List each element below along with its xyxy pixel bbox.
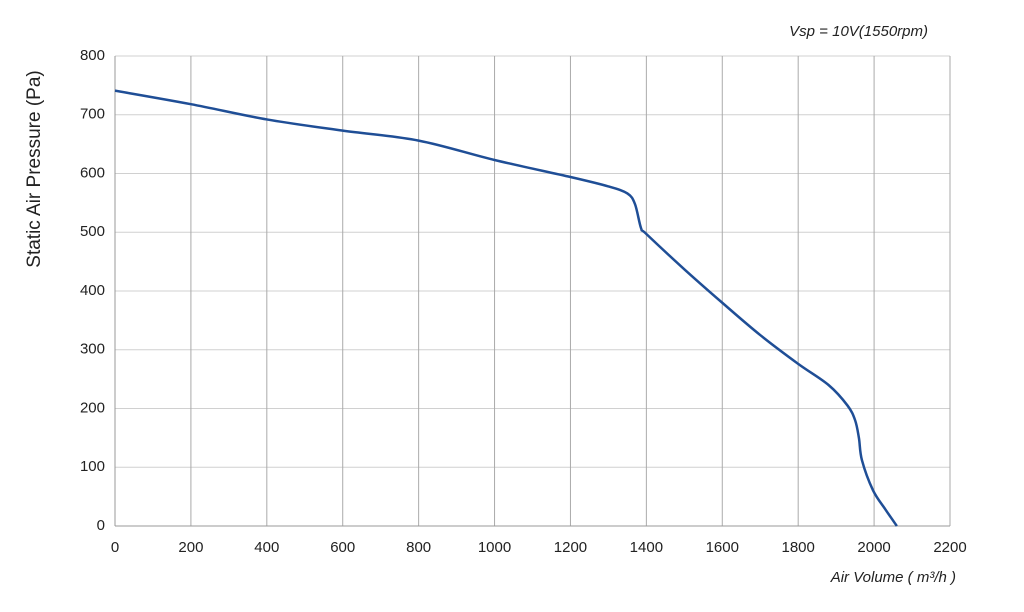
y-axis-label: Static Air Pressure (Pa) xyxy=(24,70,45,267)
annotation: Vsp = 10V(1550rpm) xyxy=(789,23,928,40)
y-tick-label: 800 xyxy=(80,47,105,64)
x-tick-label: 1600 xyxy=(706,539,739,556)
y-tick-label: 200 xyxy=(80,399,105,416)
x-tick-label: 2200 xyxy=(933,539,966,556)
curve xyxy=(114,89,898,527)
x-tick-label: 1800 xyxy=(781,539,814,556)
x-tick-label: 0 xyxy=(111,539,119,556)
y-tick-label: 400 xyxy=(80,282,105,299)
y-tick-label: 500 xyxy=(80,223,105,240)
x-tick-label: 2000 xyxy=(857,539,890,556)
x-tick-label: 600 xyxy=(330,539,355,556)
x-tick-label: 400 xyxy=(254,539,279,556)
x-tick-label: 1000 xyxy=(478,539,511,556)
x-tick-label: 1400 xyxy=(630,539,663,556)
y-tick-label: 300 xyxy=(80,341,105,358)
y-tick-label: 0 xyxy=(97,517,105,534)
x-tick-label: 200 xyxy=(178,539,203,556)
x-tick-label: 1200 xyxy=(554,539,587,556)
x-axis-label: Air Volume ( m³/h ) xyxy=(830,569,956,586)
y-tick-label: 100 xyxy=(80,458,105,475)
y-tick-label: 700 xyxy=(80,106,105,123)
y-tick-label: 600 xyxy=(80,164,105,181)
x-tick-label: 800 xyxy=(406,539,431,556)
